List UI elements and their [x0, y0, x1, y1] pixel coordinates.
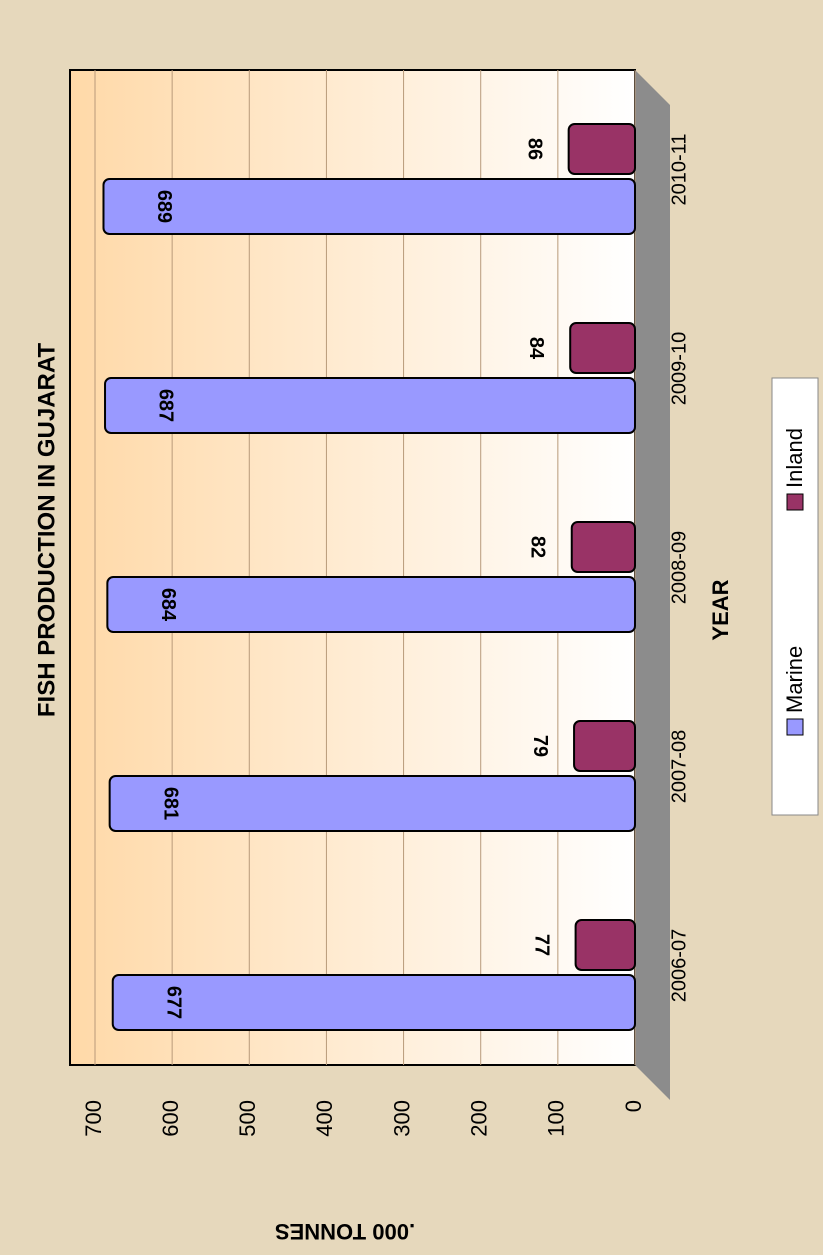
x-tick-label: 2009-10 — [668, 332, 690, 405]
y-tick-label: 500 — [235, 1100, 260, 1137]
legend — [771, 377, 819, 816]
legend-label: Inland — [782, 428, 807, 488]
x-tick-label: 2010-11 — [668, 134, 690, 206]
x-tick-label: 2007-08 — [668, 730, 690, 803]
y-tick-label: 100 — [544, 1100, 569, 1137]
legend-swatch — [786, 493, 804, 511]
y-tick-label: 300 — [389, 1100, 414, 1137]
chart-title: FISH PRODUCTION IN GUJARAT — [33, 343, 60, 718]
bar — [104, 377, 637, 434]
y-tick-label: 600 — [158, 1100, 183, 1137]
data-label: 84 — [525, 337, 547, 360]
y-tick-label: 200 — [467, 1100, 492, 1137]
data-label: 677 — [162, 986, 184, 1019]
bar — [108, 775, 636, 832]
bar — [567, 123, 637, 175]
y-tick-label: 0 — [621, 1100, 646, 1112]
x-axis-label: YEAR — [708, 579, 733, 640]
bar — [573, 720, 636, 772]
x-tick-label: 2008-09 — [668, 531, 690, 604]
bar — [106, 576, 637, 633]
data-label: 79 — [529, 735, 551, 757]
x-tick-label: 2006-07 — [668, 929, 690, 1002]
data-label: 689 — [153, 190, 175, 223]
bar — [574, 919, 636, 971]
data-label: 86 — [523, 138, 545, 160]
y-tick-label: 400 — [312, 1100, 337, 1137]
data-label: 681 — [159, 787, 181, 820]
legend-label: Marine — [782, 646, 807, 713]
data-label: 687 — [155, 389, 177, 422]
data-label: 77 — [530, 934, 552, 956]
y-tick-label: 700 — [81, 1100, 106, 1137]
chart-body: FISH PRODUCTION IN GUJARAT YEAR 0 100 200 3… — [33, 69, 819, 1137]
bar — [570, 521, 636, 573]
y-axis-label: .000 TONNES — [275, 1219, 415, 1244]
data-label: 684 — [157, 588, 179, 622]
floor — [635, 70, 670, 1100]
legend-swatch — [786, 718, 804, 736]
bar — [102, 178, 636, 235]
bar — [111, 974, 636, 1031]
data-label: 82 — [526, 536, 548, 558]
bar — [569, 322, 637, 374]
